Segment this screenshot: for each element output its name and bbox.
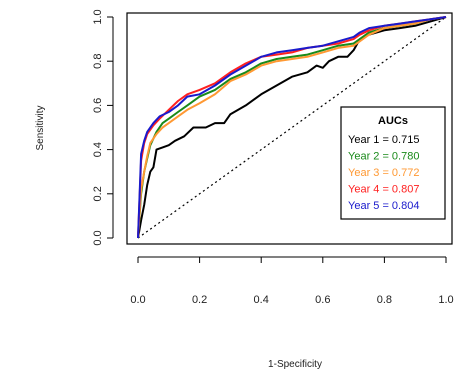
x-tick-label: 1.0 [438,294,453,306]
x-tick-label: 0.8 [377,294,392,306]
roc-curve-series-5 [137,16,447,239]
legend-entry-year-5: Year 5 = 0.804 [348,200,419,212]
reference-diagonal-line [137,16,447,239]
x-axis-title: 1-Specificity [268,359,322,370]
x-tick-label: 0.6 [315,294,330,306]
legend-box [340,106,446,220]
y-tick-label: 0.2 [92,186,104,201]
plot-frame [126,12,453,245]
legend-title: AUCs [378,115,408,127]
y-tick-label: 0.6 [92,98,104,113]
legend: AUCs Year 1 = 0.715 Year 2 = 0.780 Year 3 =… [340,106,446,220]
y-tick-label: 0.8 [92,54,104,69]
x-tick-label: 0.0 [130,294,145,306]
x-tick-label: 0.4 [254,294,269,306]
y-axis-title: Sensitivity [35,105,46,150]
legend-entry-year-1: Year 1 = 0.715 [348,134,419,146]
x-tick-label: 0.2 [192,294,207,306]
y-tick-label: 0.0 [92,230,104,245]
axes-layer: 0.0 0.2 0.4 0.6 0.8 1.0 0.0 0.2 0.4 0.6 0.8 1.0 1-Sp… [35,9,454,370]
legend-entry-year-4: Year 4 = 0.807 [348,184,419,196]
legend-entry-year-2: Year 2 = 0.780 [348,151,419,163]
legend-entry-year-3: Year 3 = 0.772 [348,167,419,179]
data-layer [137,16,447,239]
y-tick-label: 1.0 [92,9,104,24]
roc-curve-series-3 [137,16,447,239]
y-tick-label: 0.4 [92,142,104,157]
